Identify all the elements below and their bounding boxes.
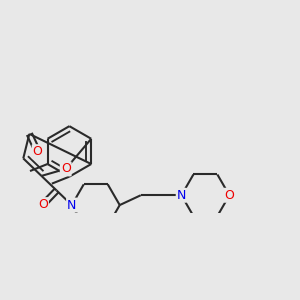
Text: N: N bbox=[177, 189, 186, 202]
Text: O: O bbox=[61, 162, 70, 176]
Text: N: N bbox=[67, 199, 76, 212]
Text: O: O bbox=[224, 189, 234, 202]
Text: O: O bbox=[38, 198, 48, 211]
Text: O: O bbox=[33, 145, 43, 158]
